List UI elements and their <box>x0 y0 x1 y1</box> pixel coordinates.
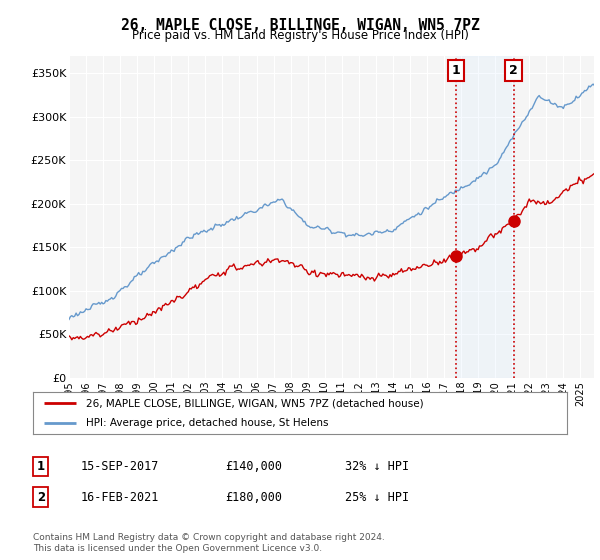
Text: 1: 1 <box>37 460 45 473</box>
Text: 26, MAPLE CLOSE, BILLINGE, WIGAN, WN5 7PZ (detached house): 26, MAPLE CLOSE, BILLINGE, WIGAN, WN5 7P… <box>86 398 424 408</box>
Text: 2: 2 <box>37 491 45 504</box>
Text: 32% ↓ HPI: 32% ↓ HPI <box>345 460 409 473</box>
Text: Contains HM Land Registry data © Crown copyright and database right 2024.
This d: Contains HM Land Registry data © Crown c… <box>33 533 385 553</box>
Text: 15-SEP-2017: 15-SEP-2017 <box>81 460 160 473</box>
Text: HPI: Average price, detached house, St Helens: HPI: Average price, detached house, St H… <box>86 418 329 428</box>
Bar <box>456 56 514 378</box>
Text: 26, MAPLE CLOSE, BILLINGE, WIGAN, WN5 7PZ: 26, MAPLE CLOSE, BILLINGE, WIGAN, WN5 7P… <box>121 18 479 33</box>
Text: £180,000: £180,000 <box>225 491 282 504</box>
Text: £140,000: £140,000 <box>225 460 282 473</box>
Text: 16-FEB-2021: 16-FEB-2021 <box>81 491 160 504</box>
Text: 2: 2 <box>509 64 518 77</box>
Text: 1: 1 <box>452 64 460 77</box>
Text: 25% ↓ HPI: 25% ↓ HPI <box>345 491 409 504</box>
Text: Price paid vs. HM Land Registry's House Price Index (HPI): Price paid vs. HM Land Registry's House … <box>131 29 469 42</box>
